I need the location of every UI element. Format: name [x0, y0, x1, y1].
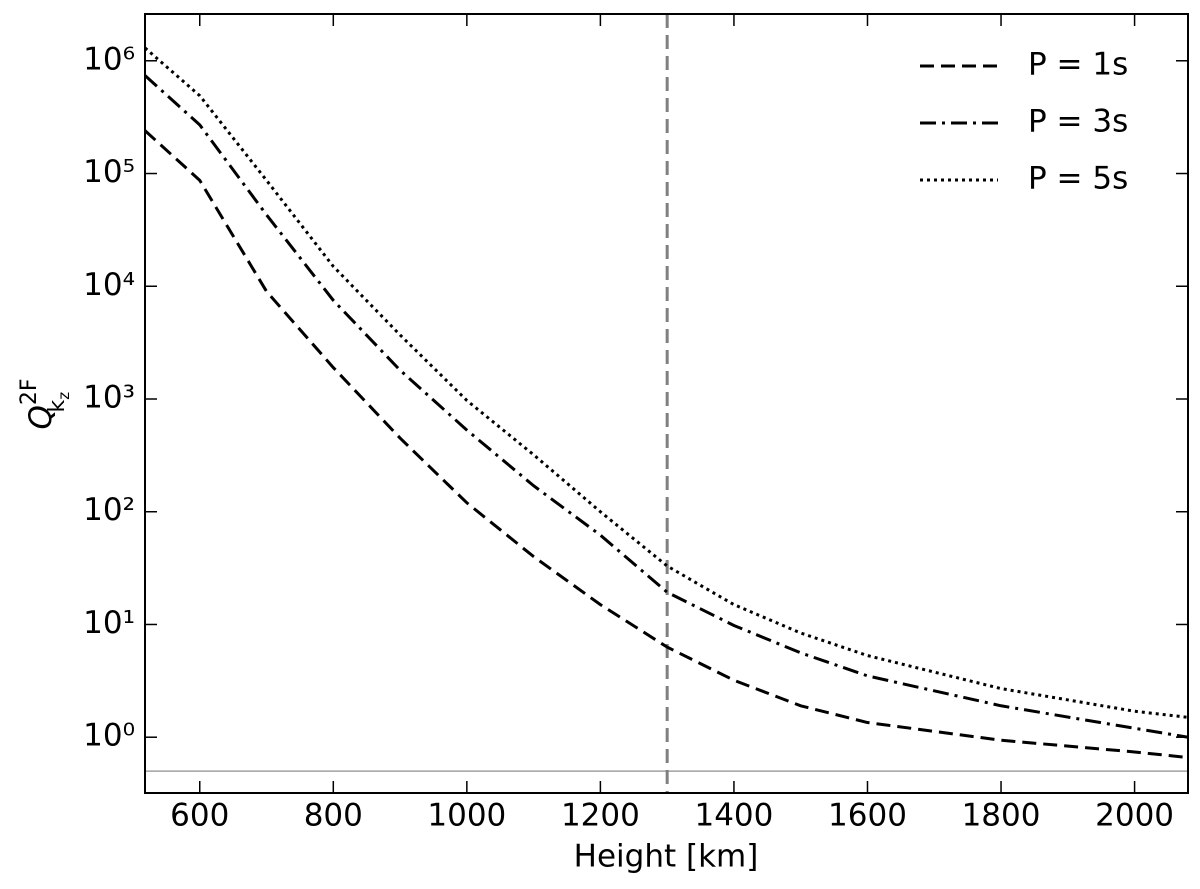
series-line [144, 46, 1189, 719]
y-label-subscript: k [45, 399, 70, 412]
plot-frame [144, 13, 1189, 794]
x-tick-label: 800 [304, 798, 363, 834]
x-tick-label: 1200 [561, 798, 640, 834]
y-axis-label-group: Q2Fkz [17, 378, 73, 429]
legend-label: P = 3s [1028, 104, 1128, 140]
x-tick-label: 1000 [427, 798, 506, 834]
y-tick-label: 10⁶ [83, 41, 135, 77]
y-tick-label: 10⁰ [83, 718, 135, 754]
y-axis-label: Q2Fkz [17, 378, 73, 429]
x-tick-label: 600 [170, 798, 229, 834]
x-tick-label: 2000 [1095, 798, 1174, 834]
series-line [143, 129, 1189, 760]
y-tick-label: 10⁵ [83, 154, 135, 190]
y-tick-label: 10¹ [83, 605, 135, 641]
y-tick-label: 10³ [83, 379, 135, 415]
x-axis-label: Height [km] [574, 839, 759, 875]
y-label-symbol: Q [23, 405, 59, 429]
x-tick-label: 1600 [828, 798, 907, 834]
series-line [143, 74, 1189, 739]
x-tick-label: 1400 [694, 798, 773, 834]
y-tick-label: 10² [83, 492, 135, 528]
legend-label: P = 1s [1028, 47, 1128, 83]
y-tick-label: 10⁴ [83, 267, 135, 303]
y-label-subsubscript: z [55, 392, 73, 400]
y-label-superscript: 2F [17, 378, 42, 405]
x-tick-label: 1800 [962, 798, 1041, 834]
legend-label: P = 5s [1028, 161, 1128, 197]
